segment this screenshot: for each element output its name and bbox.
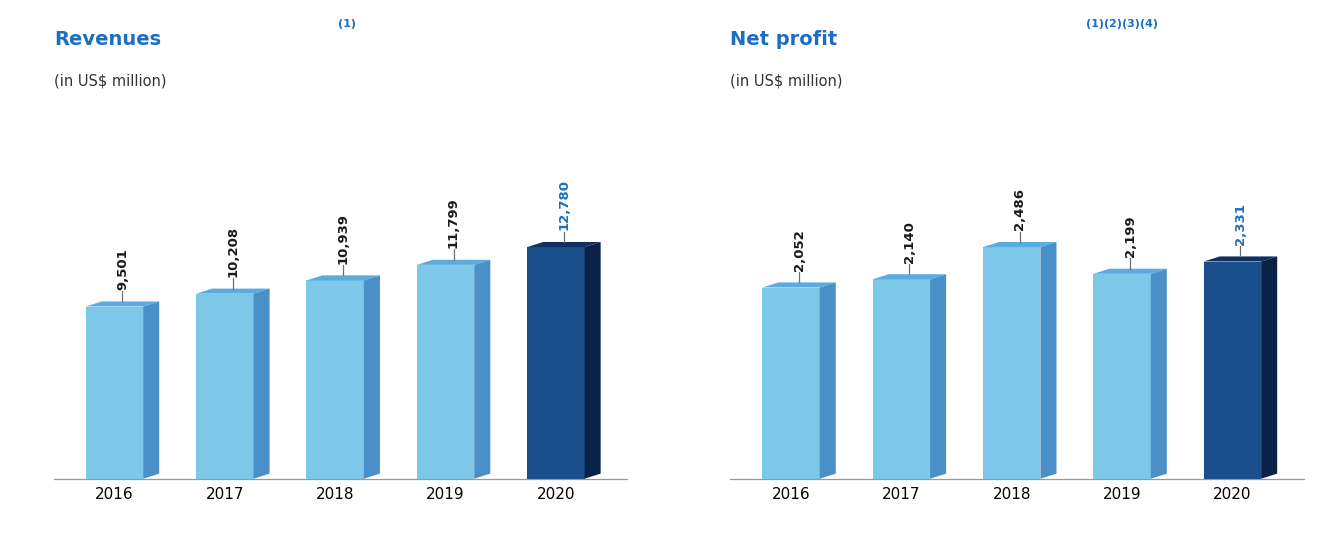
Polygon shape xyxy=(930,274,946,479)
Polygon shape xyxy=(762,282,836,288)
Polygon shape xyxy=(982,242,1056,247)
Bar xyxy=(196,294,254,479)
Polygon shape xyxy=(306,275,380,281)
Bar xyxy=(417,265,474,479)
Bar xyxy=(306,281,364,479)
Polygon shape xyxy=(1094,269,1167,274)
Bar xyxy=(1204,262,1261,479)
Polygon shape xyxy=(1261,256,1277,479)
Text: 12,780: 12,780 xyxy=(558,180,570,231)
Text: Revenues: Revenues xyxy=(54,30,161,49)
Text: 2,140: 2,140 xyxy=(903,221,915,263)
Text: Net profit: Net profit xyxy=(730,30,837,49)
Text: 11,799: 11,799 xyxy=(448,197,460,248)
Polygon shape xyxy=(417,260,491,265)
Polygon shape xyxy=(144,301,159,479)
Text: 10,939: 10,939 xyxy=(337,213,349,264)
Polygon shape xyxy=(1040,242,1056,479)
Text: (in US$ million): (in US$ million) xyxy=(54,73,167,88)
Text: (in US$ million): (in US$ million) xyxy=(730,73,843,88)
Text: (1)(2)(3)(4): (1)(2)(3)(4) xyxy=(1086,19,1157,29)
Polygon shape xyxy=(196,289,270,294)
Polygon shape xyxy=(585,242,601,479)
Bar xyxy=(527,247,585,479)
Polygon shape xyxy=(820,282,836,479)
Text: 2,199: 2,199 xyxy=(1124,215,1137,257)
Polygon shape xyxy=(1204,256,1277,262)
Bar xyxy=(762,288,820,479)
Bar xyxy=(86,306,144,479)
Polygon shape xyxy=(1150,269,1167,479)
Text: 2,486: 2,486 xyxy=(1013,188,1027,231)
Bar xyxy=(872,279,930,479)
Polygon shape xyxy=(474,260,491,479)
Text: 2,331: 2,331 xyxy=(1234,203,1247,245)
Text: 2,052: 2,052 xyxy=(793,229,805,271)
Polygon shape xyxy=(254,289,270,479)
Polygon shape xyxy=(527,242,601,247)
Polygon shape xyxy=(872,274,946,279)
Text: 9,501: 9,501 xyxy=(116,248,129,290)
Bar xyxy=(1094,274,1150,479)
Text: 10,208: 10,208 xyxy=(226,226,239,277)
Text: (1): (1) xyxy=(339,19,356,29)
Polygon shape xyxy=(86,301,159,306)
Polygon shape xyxy=(364,275,380,479)
Bar xyxy=(982,247,1040,479)
